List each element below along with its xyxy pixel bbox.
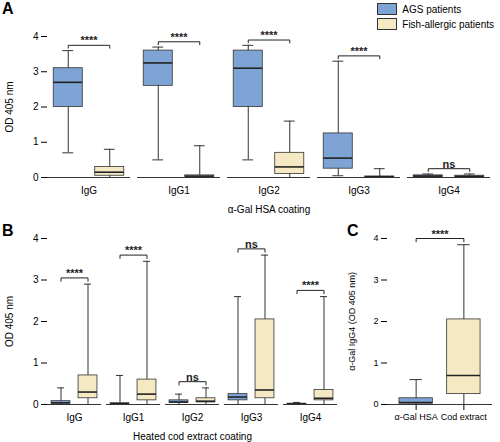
svg-text:IgG3: IgG3	[241, 412, 263, 423]
svg-text:4: 4	[33, 31, 39, 42]
svg-text:α-Gal HSA: α-Gal HSA	[395, 412, 438, 422]
svg-text:2: 2	[373, 316, 378, 326]
svg-text:Cod extract: Cod extract	[441, 412, 488, 422]
svg-text:Heated cod extract coating: Heated cod extract coating	[133, 431, 252, 442]
svg-text:ns: ns	[186, 371, 199, 383]
svg-text:****: ****	[170, 31, 188, 43]
svg-text:IgG4: IgG4	[438, 185, 460, 196]
svg-text:3: 3	[33, 274, 39, 285]
svg-text:IgG4: IgG4	[300, 412, 322, 423]
svg-text:IgG: IgG	[81, 185, 97, 196]
svg-text:****: ****	[302, 279, 320, 291]
svg-text:1: 1	[373, 358, 378, 368]
svg-text:IgG1: IgG1	[123, 412, 145, 423]
svg-text:IgG1: IgG1	[168, 185, 190, 196]
html-text:Fish-allergic patients: Fish-allergic patients	[402, 18, 494, 30]
html-text:A: A	[2, 0, 14, 17]
svg-text:0: 0	[33, 399, 39, 410]
svg-text:0: 0	[33, 172, 39, 183]
svg-text:****: ****	[125, 244, 143, 256]
svg-text:2: 2	[33, 101, 39, 112]
svg-text:IgG: IgG	[66, 412, 82, 423]
svg-text:IgG3: IgG3	[348, 185, 370, 196]
svg-text:****: ****	[350, 45, 368, 57]
svg-text:4: 4	[33, 233, 39, 244]
svg-text:4: 4	[373, 233, 378, 243]
svg-text:OD 405 nm: OD 405 nm	[4, 81, 15, 132]
svg-text:****: ****	[66, 267, 84, 279]
svg-text:0: 0	[373, 399, 378, 409]
svg-text:ns: ns	[245, 238, 258, 250]
svg-text:α-Gal HSA coating: α-Gal HSA coating	[228, 204, 311, 215]
svg-text:OD 405 nm: OD 405 nm	[4, 296, 15, 347]
svg-text:1: 1	[33, 357, 39, 368]
svg-text:α-Gal IgG4 (OD 405 nm): α-Gal IgG4 (OD 405 nm)	[347, 272, 357, 371]
svg-text:****: ****	[431, 228, 449, 240]
html-text:C: C	[347, 222, 359, 239]
html-text:AGS patients: AGS patients	[402, 3, 462, 15]
svg-text:ns: ns	[443, 158, 456, 170]
svg-text:2: 2	[33, 316, 39, 327]
svg-text:IgG2: IgG2	[182, 412, 204, 423]
svg-text:3: 3	[33, 66, 39, 77]
html-text:B: B	[2, 222, 14, 239]
svg-text:1: 1	[33, 136, 39, 147]
svg-text:3: 3	[373, 275, 378, 285]
svg-text:IgG2: IgG2	[258, 185, 280, 196]
svg-text:****: ****	[260, 29, 278, 41]
svg-text:****: ****	[80, 34, 98, 46]
